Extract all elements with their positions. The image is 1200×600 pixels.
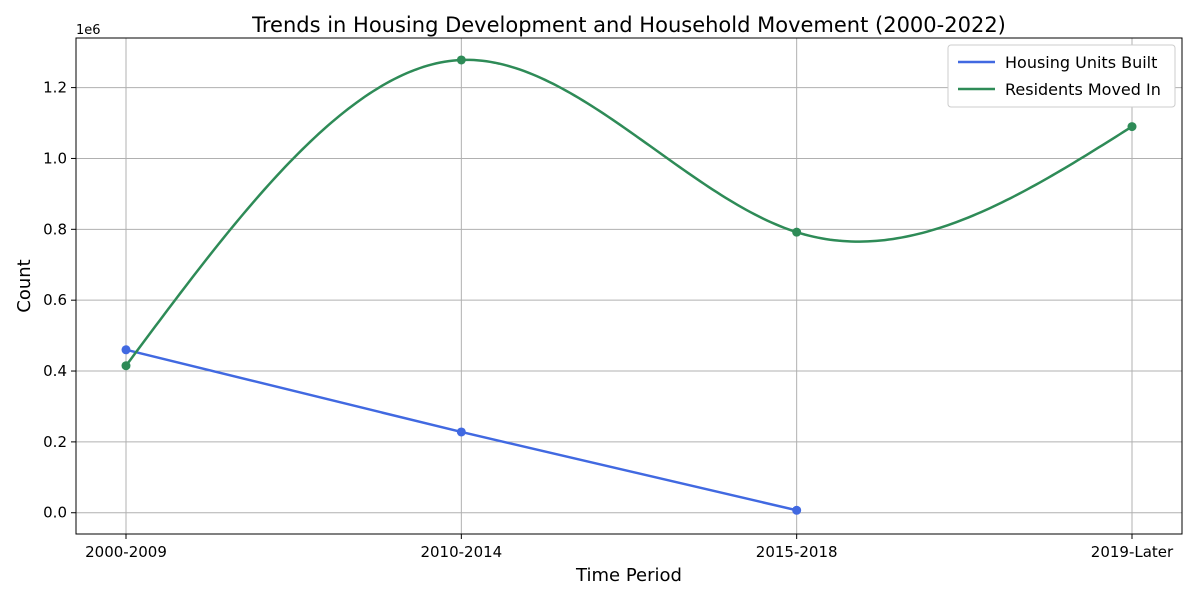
series-line-residents-moved-in: [124, 58, 1133, 367]
y-tick-label: 0.8: [43, 220, 67, 238]
data-point-housing-units-built: [121, 345, 131, 355]
legend: Housing Units Built Residents Moved In: [947, 44, 1176, 108]
y-axis-label: Count: [14, 259, 35, 312]
data-point-residents-moved-in: [1127, 122, 1137, 132]
data-point-residents-moved-in: [121, 361, 131, 371]
legend-label-residents-moved-in: Residents Moved In: [1005, 80, 1161, 99]
plot-frame: [75, 37, 1183, 535]
y-axis-offset-label: 1e6: [76, 23, 101, 38]
y-tick-label: 0.2: [43, 433, 67, 451]
x-tick-label: 2010-2014: [420, 543, 502, 561]
plot-series: [121, 55, 1137, 515]
y-tick-label: 0.4: [43, 362, 67, 380]
legend-label-housing-units-built: Housing Units Built: [1005, 53, 1157, 72]
x-tick-label: 2000-2009: [85, 543, 167, 561]
data-point-residents-moved-in: [792, 227, 802, 237]
y-tick-label: 0.6: [43, 291, 67, 309]
x-axis-ticks: 2000-2009 2010-2014 2015-2018 2019-Later: [85, 534, 1174, 561]
data-point-residents-moved-in: [456, 55, 466, 65]
x-axis-label: Time Period: [575, 565, 682, 586]
x-tick-label: 2015-2018: [756, 543, 838, 561]
y-tick-label: 1.0: [43, 149, 67, 167]
data-point-housing-units-built: [456, 427, 466, 437]
legend-box: [947, 44, 1176, 108]
chart-title: Trends in Housing Development and Househ…: [251, 13, 1006, 37]
y-axis-ticks: 0.0 0.2 0.4 0.6 0.8 1.0 1.2: [43, 79, 76, 522]
y-tick-label: 1.2: [43, 79, 67, 97]
data-point-housing-units-built: [792, 505, 802, 515]
y-tick-label: 0.0: [43, 504, 67, 522]
x-tick-label: 2019-Later: [1091, 543, 1174, 561]
